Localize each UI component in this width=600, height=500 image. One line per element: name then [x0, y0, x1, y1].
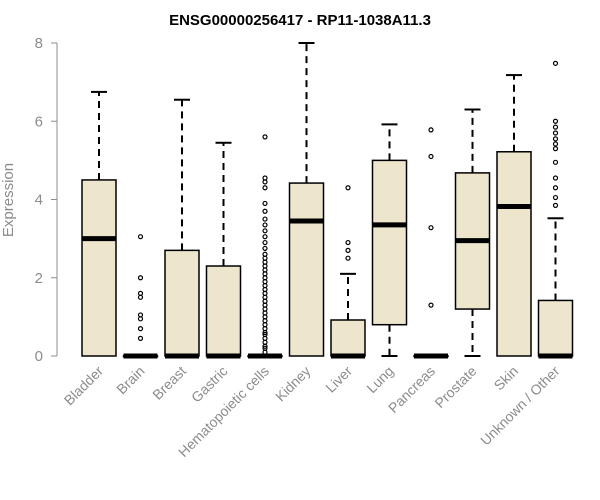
- box-bladder: [81, 90, 117, 357]
- box-rect: [164, 249, 200, 357]
- x-tick-label: Lung: [363, 363, 396, 396]
- outlier-point: [262, 208, 268, 214]
- x-tick-label: Brain: [113, 363, 147, 397]
- box-rect: [496, 151, 532, 357]
- y-tick-label: 6: [35, 113, 43, 130]
- outlier-point: [552, 141, 559, 147]
- y-axis-label: Expression: [0, 163, 17, 237]
- x-tick-label: Breast: [149, 363, 189, 403]
- x-tick-label: Prostate: [431, 363, 479, 411]
- outlier-point: [428, 153, 434, 160]
- outlier-point: [552, 146, 559, 152]
- outlier-point: [552, 124, 559, 130]
- box-lung: [371, 123, 408, 357]
- x-tick-label: Kidney: [272, 363, 314, 405]
- outlier-point: [552, 202, 559, 208]
- outlier-point: [262, 222, 268, 228]
- outlier-point: [137, 312, 144, 318]
- box-rect: [81, 179, 117, 357]
- outlier-point: [345, 185, 351, 191]
- y-tick-label: 2: [35, 270, 43, 287]
- box-rect: [330, 319, 366, 357]
- outlier-point: [262, 216, 268, 222]
- outlier-point: [552, 130, 559, 136]
- outlier-point: [345, 239, 351, 246]
- outlier-point: [552, 118, 559, 124]
- chart-title: ENSG00000256417 - RP11-1038A11.3: [169, 12, 431, 29]
- outlier-point: [262, 245, 268, 252]
- outlier-point: [137, 290, 144, 296]
- outlier-point: [552, 60, 559, 66]
- outlier-point: [137, 275, 144, 281]
- box-unknown-other: [537, 60, 574, 359]
- outlier-point: [552, 194, 559, 201]
- box-kidney: [288, 42, 325, 357]
- y-tick-label: 8: [35, 35, 43, 52]
- outlier-point: [552, 159, 559, 165]
- x-tick-label: Unknown / Other: [477, 363, 563, 449]
- box-brain: [122, 234, 159, 359]
- outlier-point: [262, 175, 268, 181]
- outlier-point: [262, 239, 268, 246]
- outlier-point: [428, 302, 434, 308]
- outlier-point: [262, 134, 268, 140]
- box-gastric: [205, 141, 242, 359]
- y-tick-label: 4: [35, 192, 43, 209]
- y-tick-label: 0: [35, 348, 43, 365]
- outlier-point: [262, 331, 268, 338]
- x-tick-label: Liver: [322, 363, 355, 396]
- boxes-group: [81, 42, 574, 359]
- outlier-point: [345, 247, 351, 253]
- outlier-point: [262, 228, 268, 234]
- outlier-point: [552, 175, 559, 181]
- box-hematopoietic-cells: [247, 134, 283, 359]
- outlier-point: [428, 225, 434, 231]
- x-tick-label: Skin: [491, 363, 522, 394]
- outlier-point: [137, 234, 144, 240]
- outlier-point: [552, 185, 559, 191]
- outlier-point: [552, 136, 559, 142]
- y-axis: 0 2 4 6 8: [35, 35, 58, 365]
- outlier-point: [262, 200, 268, 207]
- outlier-point: [262, 251, 268, 257]
- box-rect: [205, 265, 242, 357]
- x-tick-label: Bladder: [61, 363, 107, 409]
- outlier-point: [137, 335, 144, 341]
- outlier-point: [262, 234, 268, 240]
- box-rect: [288, 182, 325, 357]
- outlier-point: [262, 345, 268, 351]
- box-rect: [371, 159, 408, 326]
- outlier-point: [345, 255, 351, 261]
- outlier-point: [137, 326, 144, 332]
- box-breast: [164, 98, 200, 359]
- outlier-point: [428, 127, 434, 133]
- box-skin: [496, 74, 532, 357]
- box-pancreas: [413, 127, 449, 359]
- box-prostate: [454, 108, 491, 357]
- box-liver: [330, 185, 366, 359]
- outlier-point: [262, 185, 268, 191]
- box-rect: [537, 299, 574, 357]
